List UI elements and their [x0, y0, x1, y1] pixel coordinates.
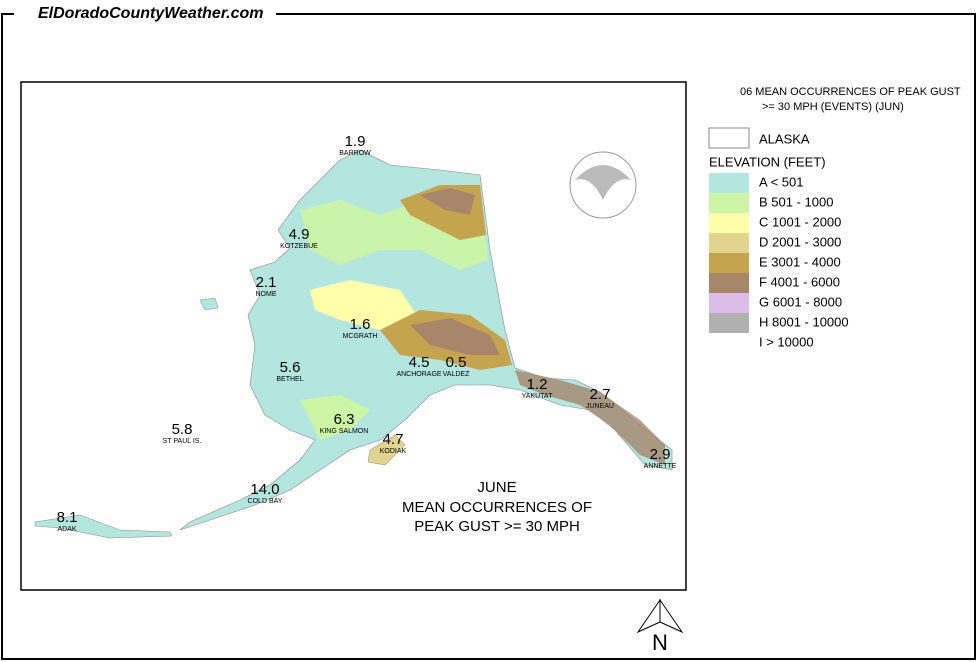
elevation-swatch: [709, 233, 749, 253]
elevation-label: A < 501: [759, 174, 803, 189]
station-name: JUNEAU: [586, 403, 614, 410]
elevation-label: E 3001 - 4000: [759, 254, 841, 269]
elevation-label: B 501 - 1000: [759, 194, 833, 209]
elevation-swatch: [709, 313, 749, 333]
station-name: ADAK: [57, 526, 76, 533]
station-value: 14.0: [250, 481, 279, 498]
station-value: 4.7: [383, 431, 404, 448]
station-value: 1.6: [350, 316, 371, 333]
elevation-label: I > 10000: [759, 334, 814, 349]
station-value: 8.1: [57, 509, 78, 526]
elevation-label: F 4001 - 6000: [759, 274, 840, 289]
map-title-line: MEAN OCCURRENCES OF: [402, 499, 592, 516]
elevation-swatch: [709, 253, 749, 273]
station-value: 5.6: [280, 359, 301, 376]
elevation-swatch: [709, 193, 749, 213]
elevation-swatch: [709, 213, 749, 233]
alaska: [34, 149, 673, 539]
elevation-label: C 1001 - 2000: [759, 214, 841, 229]
elevation-swatch: [709, 293, 749, 313]
site-title: ElDoradoCountyWeather.com: [38, 5, 264, 22]
elevation-label: D 2001 - 3000: [759, 234, 841, 249]
elevation-swatch: [709, 273, 749, 293]
station-name: ANCHORAGE: [396, 371, 441, 378]
station-name: ST PAUL IS.: [163, 438, 202, 445]
station-value: 2.9: [650, 446, 671, 463]
title-backdrop: [14, 4, 276, 24]
north-arrow: N: [636, 598, 684, 655]
station-value: 4.5: [409, 354, 430, 371]
station-value: 1.2: [527, 376, 548, 393]
north-label: N: [652, 630, 668, 655]
elevation-label: G 6001 - 8000: [759, 294, 842, 309]
station-value: 2.1: [256, 274, 277, 291]
station-name: VALDEZ: [443, 371, 470, 378]
region-swatch: [708, 127, 750, 149]
station-value: 5.8: [172, 421, 193, 438]
station-name: YAKUTAT: [522, 393, 553, 400]
station-name: KODIAK: [380, 448, 407, 455]
legend-title-line: >= 30 MPH (EVENTS) (JUN): [762, 101, 904, 113]
station-value: 6.3: [334, 411, 355, 428]
elevation-title: ELEVATION (FEET): [709, 154, 826, 169]
map-title-line: PEAK GUST >= 30 MPH: [414, 518, 580, 535]
map-title-line: JUNE: [477, 479, 516, 496]
elevation-label: H 8001 - 10000: [759, 314, 849, 329]
station-name: COLD BAY: [248, 498, 283, 505]
station-name: NOME: [256, 291, 277, 298]
station-value: 4.9: [289, 226, 310, 243]
station-name: KOTZEBUE: [280, 243, 318, 250]
station-name: ANNETTE: [644, 463, 677, 470]
region-label: ALASKA: [759, 131, 810, 146]
frame: [1, 13, 976, 660]
station-value: 2.7: [590, 386, 611, 403]
station-name: BARROW: [339, 150, 371, 157]
legend-title-line: 06 MEAN OCCURRENCES OF PEAK GUST: [740, 86, 961, 98]
station-name: MCGRATH: [343, 333, 378, 340]
station-value: 0.5: [446, 354, 467, 371]
station-name: BETHEL: [276, 376, 303, 383]
station-value: 1.9: [345, 133, 366, 150]
station-name: KING SALMON: [320, 428, 369, 435]
elevation-swatch: [709, 173, 749, 193]
